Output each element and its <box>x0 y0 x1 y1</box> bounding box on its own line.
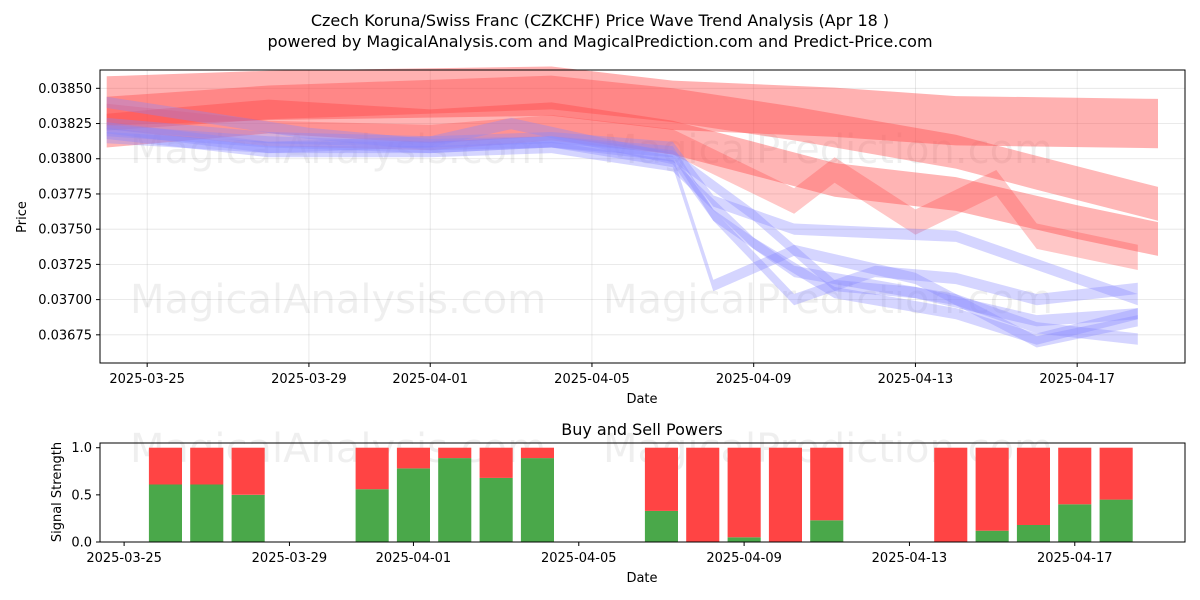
x-tick-label: 2025-03-25 <box>109 372 185 387</box>
wave-band-3 <box>106 99 1159 256</box>
chart-subtitle: powered by MagicalAnalysis.com and Magic… <box>267 32 932 51</box>
watermark-text: MagicalAnalysis.com <box>130 127 546 173</box>
price-x-axis-label: Date <box>626 392 657 407</box>
buy-bar <box>190 484 224 542</box>
sell-bar <box>1099 447 1133 500</box>
y-tick-label: 0.03850 <box>38 82 92 97</box>
y-tick-label: 0.03725 <box>38 258 92 273</box>
x-tick-label: 2025-04-13 <box>872 551 948 566</box>
sell-bar <box>810 447 844 521</box>
sell-bar <box>1058 447 1092 505</box>
sell-bar <box>934 447 968 542</box>
y-tick-label: 0.03775 <box>38 187 92 202</box>
buy-bar <box>1016 525 1050 542</box>
sell-bar <box>644 447 678 511</box>
price-watermarks: MagicalAnalysis.com MagicalPrediction.co… <box>130 127 1053 323</box>
x-tick-label: 2025-04-05 <box>541 551 617 566</box>
x-tick-label: 2025-04-17 <box>1037 551 1113 566</box>
y-tick-label: 0.03800 <box>38 152 92 167</box>
sell-bar <box>727 447 761 538</box>
x-tick-label: 2025-03-29 <box>252 551 328 566</box>
buy-bar <box>396 468 430 542</box>
buy-bar <box>1058 504 1092 542</box>
buy-bar <box>727 537 761 542</box>
y-tick-label: 0.03750 <box>38 223 92 238</box>
sell-bar <box>686 447 720 542</box>
y-tick-label: 0.03825 <box>38 117 92 132</box>
price-y-axis-label: Price <box>15 201 30 233</box>
buy-bar <box>438 458 472 542</box>
signal-axes-frame <box>99 442 1186 543</box>
x-tick-label: 2025-04-09 <box>716 372 792 387</box>
x-tick-label: 2025-04-09 <box>706 551 782 566</box>
buy-bar <box>148 484 182 542</box>
signal-title: Buy and Sell Powers <box>561 420 723 439</box>
sell-bar <box>975 447 1009 531</box>
wave-band-9 <box>106 122 1138 348</box>
x-tick-label: 2025-04-01 <box>376 551 452 566</box>
y-tick-label: 0.03700 <box>38 293 92 308</box>
buy-bar <box>520 458 554 542</box>
buy-bar <box>644 510 678 542</box>
wave-band-5 <box>106 117 1138 306</box>
sell-bar <box>520 447 554 459</box>
signal-y-axis-label: Signal Strength <box>50 442 65 542</box>
price-y-ticks: 0.03675 0.03700 0.03725 0.03750 0.03775 0.038… <box>38 82 100 343</box>
wave-band-6 <box>106 96 1138 306</box>
price-axes-frame <box>99 69 1186 364</box>
wave-band-8 <box>106 117 1138 345</box>
wave-band-4 <box>106 103 1138 270</box>
sell-bar <box>438 447 472 459</box>
buy-bar <box>1099 499 1133 542</box>
sell-bar <box>148 447 182 485</box>
watermark-text: MagicalPrediction.com <box>603 277 1053 323</box>
signal-x-axis-label: Date <box>626 571 657 586</box>
price-x-ticks: 2025-03-25 2025-03-29 2025-04-01 2025-04-05… <box>109 363 1115 387</box>
buy-bar <box>810 520 844 542</box>
wave-band-1 <box>106 66 1159 149</box>
buy-bar <box>231 494 265 542</box>
chart-title: Czech Koruna/Swiss Franc (CZKCHF) Price … <box>311 11 889 30</box>
wave-band-2 <box>106 75 1159 221</box>
buy-bar <box>975 530 1009 542</box>
sell-bar <box>1016 447 1050 525</box>
sell-bar <box>479 447 513 478</box>
price-series <box>106 66 1159 348</box>
price-panel: MagicalAnalysis.com MagicalPrediction.co… <box>15 66 1186 407</box>
buy-bar <box>479 477 513 542</box>
y-tick-label: 1.0 <box>71 441 92 456</box>
x-tick-label: 2025-03-25 <box>86 551 162 566</box>
price-plot-area <box>100 70 1185 363</box>
y-tick-label: 0.0 <box>71 536 92 551</box>
signal-x-ticks: 2025-03-25 2025-03-29 2025-04-01 2025-04-05… <box>86 542 1113 566</box>
x-tick-label: 2025-04-01 <box>392 372 468 387</box>
sell-bar <box>396 447 430 469</box>
watermark-text: MagicalPrediction.com <box>603 127 1053 173</box>
signal-bars <box>148 447 1133 542</box>
x-tick-label: 2025-04-13 <box>878 372 954 387</box>
sell-bar <box>768 447 802 542</box>
y-tick-label: 0.5 <box>71 488 92 503</box>
x-tick-label: 2025-04-05 <box>554 372 630 387</box>
buy-bar <box>355 489 389 542</box>
y-tick-label: 0.03675 <box>38 328 92 343</box>
x-tick-label: 2025-04-17 <box>1039 372 1115 387</box>
sell-bar <box>231 447 265 495</box>
sell-bar <box>355 447 389 490</box>
x-tick-label: 2025-03-29 <box>271 372 347 387</box>
wave-band-10 <box>106 127 1138 345</box>
sell-bar <box>190 447 224 485</box>
watermark-text: MagicalAnalysis.com <box>130 277 546 323</box>
price-grid <box>100 70 1185 363</box>
signal-panel: Buy and Sell Powers MagicalAnalysis.com … <box>50 420 1186 586</box>
signal-y-ticks: 0.0 0.5 1.0 <box>71 441 100 551</box>
